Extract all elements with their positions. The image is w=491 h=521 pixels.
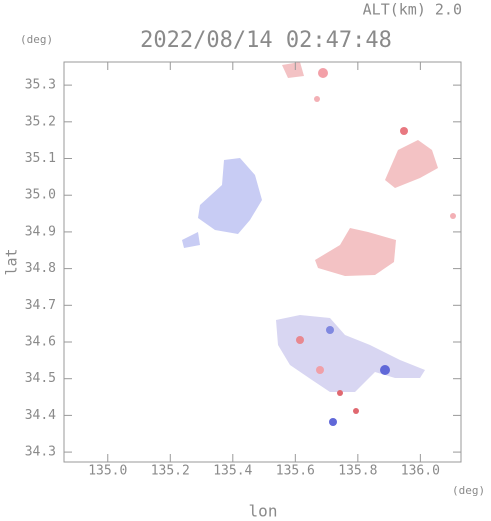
- echo-region: [326, 326, 334, 334]
- y-tick-label: 34.3: [25, 445, 56, 460]
- y-tick-label: 34.4: [25, 408, 56, 423]
- echo-region: [282, 62, 304, 78]
- echo-region: [385, 140, 438, 188]
- x-tick-label: 135.2: [151, 464, 190, 479]
- y-tick-label: 34.7: [25, 298, 56, 313]
- echo-region: [314, 96, 320, 102]
- y-tick-label: 34.6: [25, 335, 56, 350]
- chart-title: 2022/08/14 02:47:48: [140, 28, 392, 53]
- x-tick-label: 136.0: [401, 464, 440, 479]
- y-tick-label: 35.1: [25, 151, 56, 166]
- y-tick-label: 34.9: [25, 224, 56, 239]
- x-axis-label: lon: [249, 502, 278, 521]
- plot-frame: [63, 61, 462, 463]
- x-tick-label: 135.4: [213, 464, 252, 479]
- echo-region: [329, 418, 337, 426]
- y-axis-label: lat: [3, 248, 21, 275]
- echo-field: [182, 62, 456, 426]
- y-tick-label: 35.0: [25, 188, 56, 203]
- x-tick-label: 135.0: [88, 464, 127, 479]
- echo-region: [296, 336, 304, 344]
- echo-region: [276, 315, 425, 392]
- echo-region: [315, 228, 396, 276]
- x-unit: (deg): [452, 484, 485, 497]
- echo-region: [316, 366, 324, 374]
- echo-region: [337, 390, 343, 396]
- x-tick-label: 135.6: [276, 464, 315, 479]
- echo-region: [353, 408, 359, 414]
- y-tick-label: 34.5: [25, 371, 56, 386]
- echo-region: [380, 365, 390, 375]
- y-tick-label: 34.8: [25, 261, 56, 276]
- y-unit: (deg): [20, 33, 53, 46]
- echo-region: [318, 68, 328, 78]
- x-tick-label: 135.8: [338, 464, 377, 479]
- echo-region: [198, 158, 262, 234]
- echo-region: [450, 213, 456, 219]
- y-tick-label: 35.3: [25, 78, 56, 93]
- echo-region: [182, 232, 200, 248]
- altitude-label: ALT(km) 2.0: [363, 1, 462, 19]
- echo-region: [400, 127, 408, 135]
- y-tick-label: 35.2: [25, 114, 56, 129]
